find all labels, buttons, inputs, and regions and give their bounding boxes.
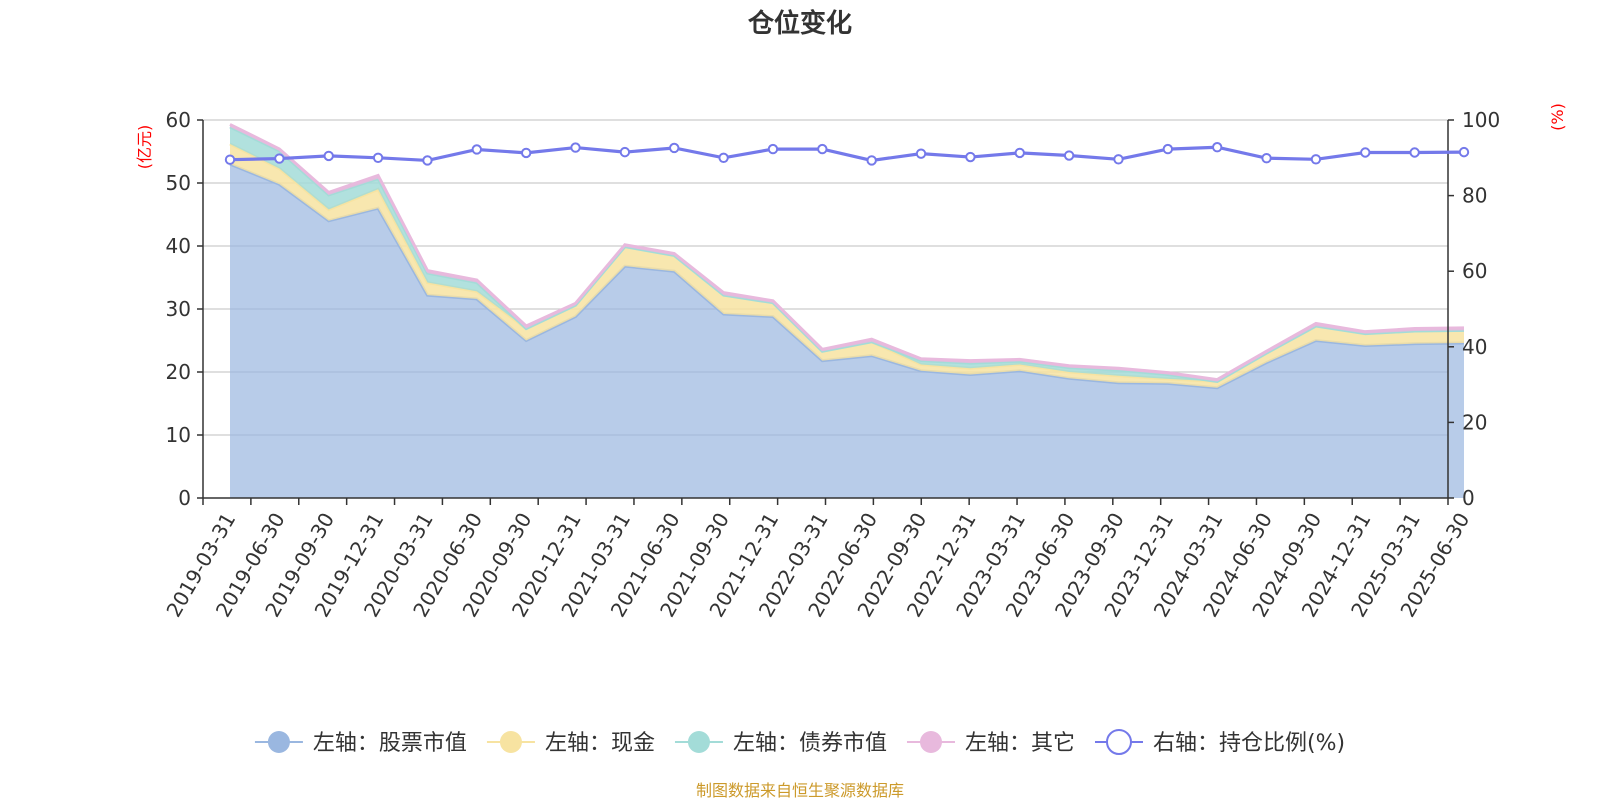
- legend-item[interactable]: 左轴：股票市值: [254, 731, 467, 756]
- ratio-point: [619, 146, 631, 158]
- ratio-point: [274, 153, 285, 164]
- area-series-edge-3: [229, 123, 1465, 382]
- legend-item[interactable]: 左轴：现金: [486, 731, 655, 756]
- left-axis-tick-label: 60: [166, 108, 191, 132]
- ratio-point: [817, 143, 828, 155]
- ratio-point: [767, 143, 779, 155]
- legend-item[interactable]: 右轴：持仓比例(%): [1094, 729, 1345, 756]
- ratio-point: [1310, 154, 1322, 165]
- legend-label: 左轴：债券市值: [733, 731, 887, 756]
- legend-swatch-icon: [1105, 729, 1132, 755]
- data-source-note: 制图数据来自恒生聚源数据库: [696, 781, 904, 800]
- legend-label: 左轴：股票市值: [313, 731, 467, 756]
- left-axis-tick-label: 20: [166, 360, 191, 384]
- ratio-point: [1063, 150, 1075, 161]
- ratio-point: [372, 152, 384, 164]
- legend-swatch-icon: [687, 731, 710, 753]
- ratio-point: [965, 151, 976, 163]
- ratio-point: [718, 152, 729, 164]
- left-axis-unit: (亿元): [135, 125, 154, 170]
- legend: 左轴：股票市值 左轴：现金 左轴：债券市值 左轴：其它 右轴：持仓比例(%): [254, 729, 1345, 756]
- ratio-point: [1113, 154, 1124, 165]
- ratio-point: [866, 155, 877, 166]
- ratio-point: [1014, 147, 1025, 159]
- ratio-point: [323, 150, 334, 162]
- chart-title: 仓位变化: [747, 8, 852, 39]
- legend-swatch-icon: [267, 731, 290, 753]
- ratio-point: [224, 154, 236, 165]
- ratio-point: [669, 142, 680, 154]
- legend-label: 左轴：现金: [545, 731, 655, 756]
- legend-swatch-icon: [919, 731, 942, 753]
- right-axis-tick-label: 80: [1462, 184, 1487, 208]
- ratio-point: [471, 144, 482, 155]
- stacked-areas: [229, 123, 1465, 498]
- left-axis-tick-label: 50: [166, 171, 191, 195]
- left-axis-tick-label: 40: [166, 234, 191, 258]
- ratio-point: [422, 155, 433, 166]
- ratio-point: [1458, 146, 1470, 158]
- ratio-point: [1212, 142, 1223, 153]
- legend-item[interactable]: 左轴：其它: [906, 731, 1075, 756]
- right-axis-tick-label: 40: [1462, 335, 1487, 359]
- ratio-line: [229, 145, 1465, 163]
- legend-label: 左轴：其它: [965, 731, 1075, 756]
- right-axis-tick-label: 100: [1462, 108, 1500, 132]
- holding-ratio-line: [224, 142, 1470, 166]
- area-series-0: [230, 164, 1464, 498]
- right-axis-tick-label: 0: [1462, 486, 1475, 510]
- ratio-point: [915, 148, 927, 159]
- ratio-point: [1261, 152, 1272, 164]
- left-axis-tick-label: 10: [166, 423, 191, 447]
- legend-label: 右轴：持仓比例(%): [1153, 731, 1345, 756]
- area-series-1: [230, 143, 1464, 388]
- ratio-point: [520, 147, 532, 159]
- ratio-point: [1162, 143, 1174, 155]
- legend-item[interactable]: 左轴：债券市值: [674, 731, 887, 756]
- ratio-point: [1409, 147, 1420, 158]
- ratio-point: [1360, 147, 1371, 158]
- left-axis-tick-label: 0: [178, 486, 191, 510]
- right-axis-tick-label: 20: [1462, 410, 1487, 434]
- legend-swatch-icon: [499, 731, 522, 753]
- right-axis-unit: (%): [1548, 103, 1567, 131]
- ratio-point: [570, 142, 581, 153]
- right-axis-tick-label: 60: [1462, 259, 1487, 283]
- left-axis-tick-label: 30: [166, 297, 191, 321]
